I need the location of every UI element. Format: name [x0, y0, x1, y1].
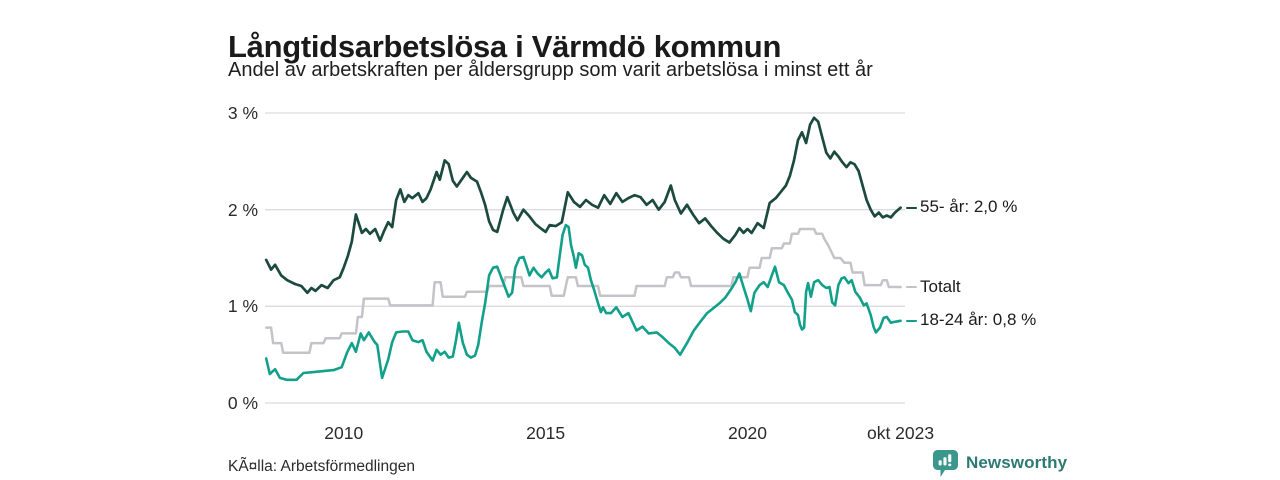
chart-subtitle: Andel av arbetskraften per åldersgrupp s… [228, 59, 873, 81]
series-end-label: 18-24 år: 0,8 % [920, 310, 1037, 330]
series-label-dash [906, 285, 917, 289]
x-tick-label: 2010 [324, 423, 364, 443]
series-end-label: Totalt [920, 276, 961, 296]
newsworthy-logo-icon [933, 450, 958, 477]
x-tick-label: 2015 [526, 423, 566, 443]
series-line-18-24-r [264, 223, 902, 382]
source-credit: KÃ¤lla: Arbetsförmedlingen [228, 458, 415, 475]
series-label-dash [906, 319, 917, 323]
x-tick-label: 2020 [728, 423, 767, 443]
page-title: Långtidsarbetslösa i Värmdö kommun [228, 28, 782, 64]
y-tick-label: 2 % [227, 199, 258, 220]
series-line-55-r [264, 116, 902, 295]
newsworthy-logo-text: Newsworthy [966, 453, 1068, 472]
x-tick-label: okt 2023 [866, 423, 935, 443]
y-tick-label: 1 % [227, 296, 258, 317]
y-tick-label: 3 % [227, 103, 258, 123]
y-tick-label: 0 % [227, 393, 258, 413]
series-line-totalt [264, 227, 902, 354]
series-end-label: 55- år: 2,0 % [920, 197, 1018, 217]
series-label-dash [906, 206, 917, 210]
